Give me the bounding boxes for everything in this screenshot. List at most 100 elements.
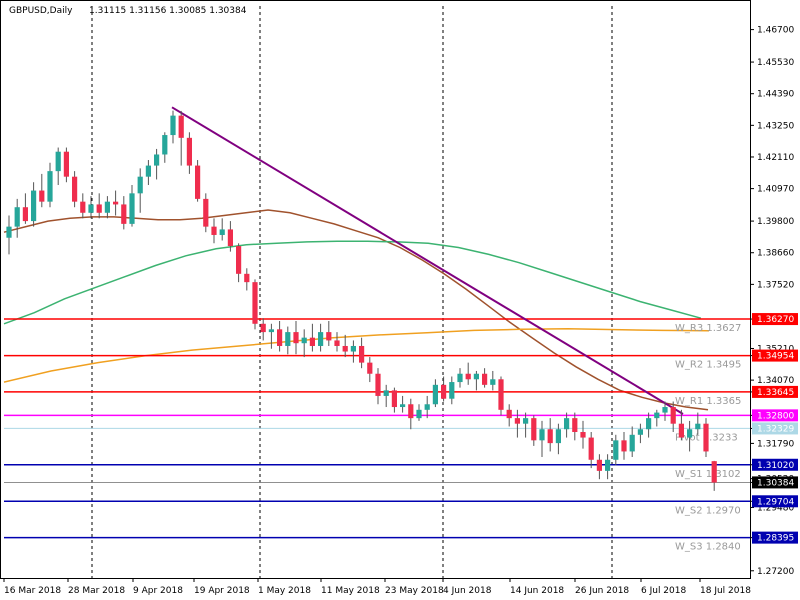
price-box-pivot[interactable]: 1.32329 bbox=[752, 422, 798, 435]
candle-9 bbox=[80, 193, 86, 219]
x-tick-label-0: 16 Mar 2018 bbox=[4, 586, 61, 596]
price-box-w_s3[interactable]: 1.28395 bbox=[752, 531, 798, 544]
candle-body bbox=[186, 137, 192, 166]
price-box-w_r3[interactable]: 1.36270 bbox=[752, 313, 798, 326]
x-tick-label-6: 23 May 2018 bbox=[385, 586, 444, 596]
candle-body bbox=[621, 440, 627, 452]
level-label-w_s3: W_S3 1.2840 bbox=[675, 542, 741, 553]
candle-body bbox=[506, 409, 512, 419]
candle-body bbox=[629, 434, 635, 452]
candle-body bbox=[88, 204, 94, 213]
candle-body bbox=[523, 418, 529, 424]
candle-71 bbox=[588, 432, 594, 469]
candle-77 bbox=[637, 423, 643, 444]
candle-body bbox=[326, 332, 332, 341]
x-tick-label-11: 18 Jul 2018 bbox=[700, 586, 751, 596]
header-ohlc: 1.31115 1.31156 1.30085 1.30384 bbox=[89, 6, 247, 16]
candle-body bbox=[277, 329, 283, 346]
ma-orange-line bbox=[3, 328, 710, 383]
candle-3 bbox=[31, 182, 37, 227]
price-box-pivot-line[interactable]: 1.32800 bbox=[752, 409, 798, 422]
candle-body bbox=[285, 332, 291, 346]
candle-body bbox=[367, 362, 373, 374]
candle-10 bbox=[88, 196, 94, 219]
candle-85 bbox=[703, 418, 709, 457]
candle-35 bbox=[293, 321, 299, 355]
candle-body bbox=[432, 384, 438, 405]
y-tick-label-23: 1.27200 bbox=[757, 567, 794, 577]
candle-body bbox=[416, 409, 422, 419]
candle-body bbox=[55, 151, 61, 172]
candle-body bbox=[113, 201, 119, 205]
price-box-w_r2[interactable]: 1.34954 bbox=[752, 349, 798, 362]
candle-body bbox=[244, 273, 250, 283]
x-tick-label-4: 1 May 2018 bbox=[258, 586, 311, 596]
candle-14 bbox=[121, 196, 127, 230]
candle-body bbox=[457, 373, 463, 383]
candle-body bbox=[441, 384, 447, 399]
candle-body bbox=[678, 423, 684, 438]
candle-6 bbox=[55, 147, 61, 186]
candle-75 bbox=[621, 432, 627, 460]
time-axis[interactable]: 16 Mar 2018 28 Mar 2018 9 Apr 2018 19 Apr 2… bbox=[3, 578, 751, 596]
candle-83 bbox=[687, 420, 693, 452]
candle-body bbox=[129, 193, 135, 224]
candle-43 bbox=[359, 337, 365, 369]
candle-37 bbox=[309, 323, 315, 352]
candle-46 bbox=[383, 384, 389, 408]
candle-55 bbox=[457, 368, 463, 388]
y-tick-label-12: 1.34070 bbox=[757, 376, 794, 386]
candle-47 bbox=[391, 387, 397, 413]
candle-42 bbox=[350, 340, 356, 363]
price-box-label: 1.28395 bbox=[757, 534, 794, 544]
candle-58 bbox=[482, 368, 488, 388]
price-box-w_s2[interactable]: 1.29704 bbox=[752, 495, 798, 508]
candle-body bbox=[580, 432, 586, 438]
candle-body bbox=[572, 418, 578, 433]
candle-19 bbox=[162, 132, 168, 163]
candle-31 bbox=[260, 318, 266, 341]
y-tick-label-0: 1.46700 bbox=[757, 26, 794, 36]
candle-17 bbox=[145, 160, 151, 186]
candle-23 bbox=[195, 160, 201, 202]
y-tick-label-21: 1.29480 bbox=[757, 504, 794, 514]
header-symbol: GBPUSD,Daily bbox=[9, 6, 73, 16]
candle-63 bbox=[523, 412, 529, 438]
candle-body bbox=[301, 337, 307, 344]
candle-81 bbox=[670, 401, 676, 433]
candle-body bbox=[375, 373, 381, 396]
candle-body bbox=[588, 437, 594, 460]
y-tick-label-10: 1.35210 bbox=[757, 344, 794, 354]
candle-body bbox=[408, 404, 414, 419]
price-box-label: 1.34954 bbox=[757, 352, 794, 362]
candle-body bbox=[195, 165, 201, 199]
candle-body bbox=[687, 429, 693, 438]
candle-39 bbox=[326, 321, 332, 346]
candle-76 bbox=[629, 426, 635, 457]
candle-28 bbox=[236, 243, 242, 283]
candle-body bbox=[473, 373, 479, 380]
ma-green-line bbox=[3, 240, 702, 325]
candle-82 bbox=[678, 409, 684, 441]
price-box-last[interactable]: 1.30384 bbox=[752, 476, 798, 489]
candle-body bbox=[711, 461, 717, 483]
ma-brown-line bbox=[3, 209, 709, 411]
price-axis[interactable]: 1.46700 1.45530 1.44390 1.43250 1.42110 1.409… bbox=[750, 26, 798, 577]
trendline-group[interactable] bbox=[171, 106, 684, 415]
price-box-w_s1[interactable]: 1.31020 bbox=[752, 458, 798, 471]
candle-body bbox=[400, 404, 406, 408]
y-tick-label-6: 1.39800 bbox=[757, 217, 794, 227]
candle-26 bbox=[219, 218, 225, 241]
price-box-w_r1[interactable]: 1.33645 bbox=[752, 385, 798, 398]
level-label-w_r2: W_R2 1.3495 bbox=[675, 360, 741, 371]
trendline[interactable] bbox=[171, 106, 684, 415]
candle-21 bbox=[178, 110, 184, 166]
candle-20 bbox=[170, 110, 176, 144]
candle-body bbox=[203, 198, 209, 227]
candle-body bbox=[137, 176, 143, 194]
candle-4 bbox=[39, 173, 45, 208]
candle-body bbox=[539, 429, 545, 441]
candle-36 bbox=[301, 329, 307, 358]
price-box-bg bbox=[752, 495, 798, 508]
